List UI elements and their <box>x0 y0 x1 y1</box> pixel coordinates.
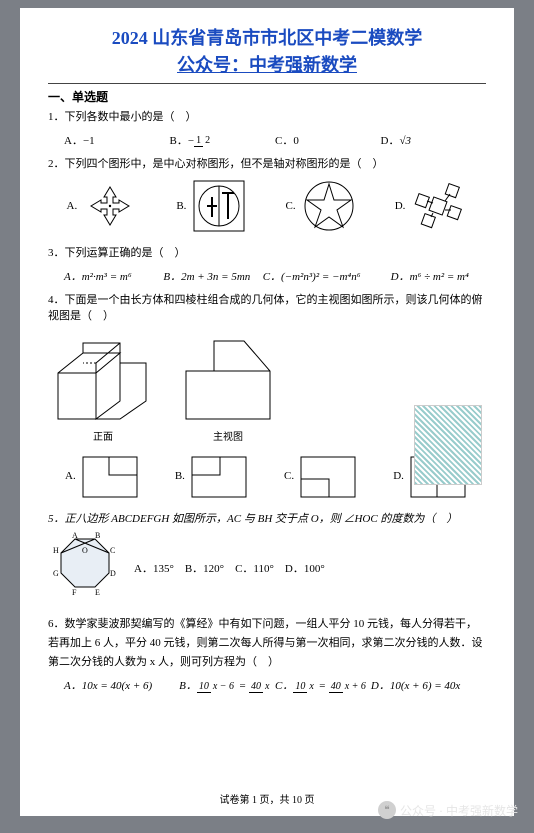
star-circle-icon <box>300 177 358 235</box>
q6-stem: 6．数学家斐波那契编写的《算经》中有如下问题，一组人平分 10 元钱，每人分得若… <box>48 615 486 671</box>
q2-stem: 2．下列四个图形中，是中心对称图形，但不是轴对称图形的是（ ） <box>48 156 486 173</box>
qr-code <box>414 405 482 485</box>
divider <box>48 83 486 84</box>
q3-a: A．m²·m³ = m⁶ <box>64 268 159 284</box>
q4-main-view: 主视图 <box>178 331 278 443</box>
q4-b: B. <box>175 451 250 501</box>
cross-arrow-icon <box>81 177 139 235</box>
q1-d: D．√3 <box>381 132 487 148</box>
q6-options: A．10x = 40(x + 6) B．10x − 6 = 40x C．10x … <box>48 677 486 693</box>
q6-b: B．10x − 6 = 40x <box>179 677 275 693</box>
q3-b: B．2m + 3n = 5mn <box>163 268 258 284</box>
wechat-watermark: ❝ 公众号 · 中考强新数学 <box>378 801 518 819</box>
solid-oblique-icon <box>48 331 158 423</box>
topview-c-icon <box>297 451 359 501</box>
q2-fig-a: A. <box>67 177 140 235</box>
svg-text:D: D <box>110 569 116 578</box>
q5-figure: A B C D E F G H O <box>48 531 122 605</box>
q3-c: C．(−m²n³)² = −m⁴n⁶ <box>263 268 387 284</box>
circle-symbol-icon <box>190 177 248 235</box>
squares-pattern-icon <box>409 177 467 235</box>
q1-a: A．−1 <box>64 132 170 148</box>
q6-a: A．10x = 40(x + 6) <box>64 677 179 693</box>
q2-fig-d: D. <box>395 177 468 235</box>
q6-d: D．10(x + 6) = 40x <box>371 677 486 693</box>
page-title: 2024 山东省青岛市市北区中考二模数学 <box>48 26 486 51</box>
page-subtitle: 公众号：中考强新数学 <box>48 51 486 77</box>
q1-b: B．−12 <box>170 132 276 148</box>
q3-d: D．m⁶ ÷ m² = m⁴ <box>391 268 486 284</box>
svg-text:F: F <box>72 588 77 597</box>
q4-c: C. <box>284 451 359 501</box>
q5-options: A．135° B．120° C．110° D．100° <box>134 560 486 576</box>
svg-text:H: H <box>53 546 59 555</box>
q1-c: C．0 <box>275 132 381 148</box>
topview-a-icon <box>79 451 141 501</box>
q1-options: A．−1 B．−12 C．0 D．√3 <box>48 132 486 148</box>
svg-text:E: E <box>95 588 100 597</box>
svg-text:B: B <box>95 531 100 540</box>
q5-stem: 5．正八边形 ABCDEFGH 如图所示，AC 与 BH 交于点 O，则 ∠HO… <box>48 511 486 528</box>
octagon-icon: A B C D E F G H O <box>48 531 122 605</box>
q3-options: A．m²·m³ = m⁶ B．2m + 3n = 5mn C．(−m²n³)² … <box>48 268 486 284</box>
svg-text:A: A <box>72 531 78 540</box>
q6-c: C．10x = 40x + 6 <box>275 677 371 693</box>
section-label: 一、单选题 <box>48 88 486 105</box>
q3-stem: 3．下列运算正确的是（ ） <box>48 245 486 262</box>
main-view-icon <box>178 331 278 423</box>
wechat-icon: ❝ <box>378 801 396 819</box>
svg-text:C: C <box>110 546 115 555</box>
topview-b-icon <box>188 451 250 501</box>
q2-fig-c: C. <box>286 177 358 235</box>
q2-figures: A. B. <box>48 177 486 235</box>
q1-stem: 1．下列各数中最小的是（ ） <box>48 109 486 126</box>
q4-stem: 4．下面是一个由长方体和四棱柱组合成的几何体，它的主视图如图所示，则该几何体的俯… <box>48 292 486 325</box>
q4-front-view: 正面 <box>48 331 158 443</box>
exam-page: 2024 山东省青岛市市北区中考二模数学 公众号：中考强新数学 一、单选题 1．… <box>20 8 514 816</box>
svg-text:O: O <box>82 546 88 555</box>
q5-row: A B C D E F G H O A．135° B．120° C．110° D．100… <box>48 531 486 605</box>
svg-text:G: G <box>53 569 59 578</box>
q4-a: A. <box>65 451 141 501</box>
q2-fig-b: B. <box>176 177 248 235</box>
